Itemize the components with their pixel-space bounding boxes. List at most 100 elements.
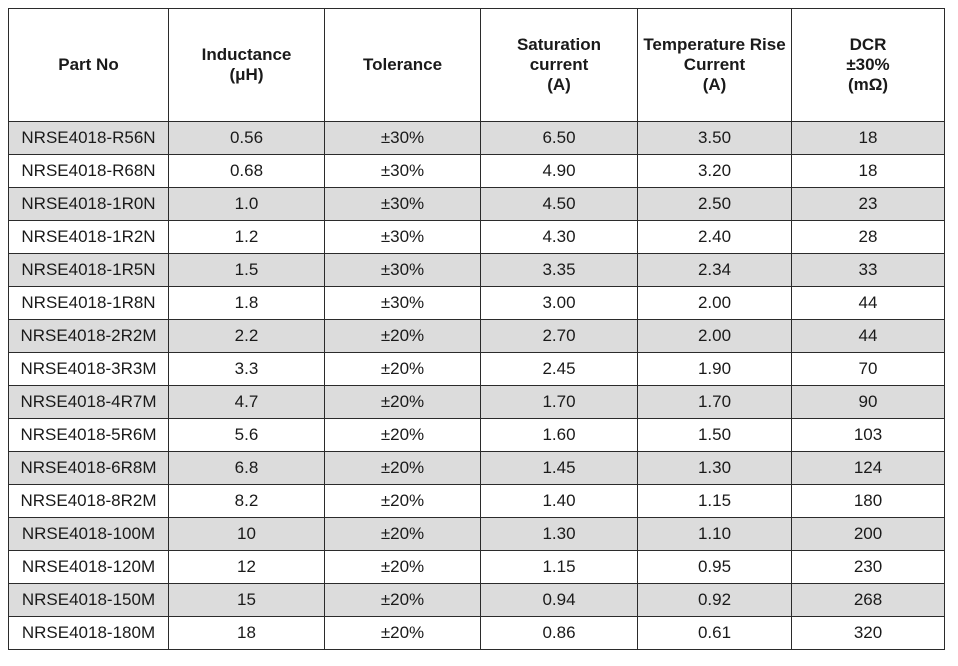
cell-saturation-current: 6.50: [480, 121, 638, 155]
cell-temperature-rise-current: 0.95: [637, 550, 792, 584]
header-line: Inductance: [201, 45, 292, 64]
cell-saturation-current: 4.90: [480, 154, 638, 188]
cell-inductance: 1.2: [168, 220, 325, 254]
header-temperature-rise-current: Temperature Rise Current (A): [637, 8, 792, 122]
cell-tolerance: ±20%: [324, 451, 481, 485]
table-header: Part No Inductance (μH) Tolerance Satura…: [8, 8, 945, 122]
header-line: DCR: [849, 35, 887, 54]
header-row: Part No Inductance (μH) Tolerance Satura…: [8, 8, 945, 122]
header-line: ±30%: [846, 55, 890, 74]
cell-tolerance: ±20%: [324, 418, 481, 452]
cell-part-no: NRSE4018-1R8N: [8, 286, 169, 320]
cell-temperature-rise-current: 0.92: [637, 583, 792, 617]
cell-inductance: 10: [168, 517, 325, 551]
table-row: NRSE4018-4R7M 4.7 ±20% 1.70 1.70 90: [8, 385, 945, 419]
table-row: NRSE4018-100M 10 ±20% 1.30 1.10 200: [8, 517, 945, 551]
cell-dcr: 124: [791, 451, 945, 485]
cell-temperature-rise-current: 2.40: [637, 220, 792, 254]
cell-saturation-current: 3.35: [480, 253, 638, 287]
table-row: NRSE4018-1R5N 1.5 ±30% 3.35 2.34 33: [8, 253, 945, 287]
table-row: NRSE4018-2R2M 2.2 ±20% 2.70 2.00 44: [8, 319, 945, 353]
cell-inductance: 5.6: [168, 418, 325, 452]
cell-part-no: NRSE4018-120M: [8, 550, 169, 584]
cell-dcr: 320: [791, 616, 945, 650]
header-line: Saturation: [516, 35, 602, 54]
table-row: NRSE4018-150M 15 ±20% 0.94 0.92 268: [8, 583, 945, 617]
header-line: (A): [702, 75, 727, 94]
cell-part-no: NRSE4018-1R2N: [8, 220, 169, 254]
cell-tolerance: ±30%: [324, 121, 481, 155]
cell-dcr: 28: [791, 220, 945, 254]
cell-tolerance: ±20%: [324, 550, 481, 584]
cell-inductance: 15: [168, 583, 325, 617]
header-line: (μH): [229, 65, 264, 84]
cell-temperature-rise-current: 1.50: [637, 418, 792, 452]
cell-tolerance: ±20%: [324, 319, 481, 353]
cell-temperature-rise-current: 1.30: [637, 451, 792, 485]
cell-dcr: 18: [791, 121, 945, 155]
cell-saturation-current: 0.86: [480, 616, 638, 650]
cell-inductance: 6.8: [168, 451, 325, 485]
header-line: Part No: [58, 55, 119, 74]
cell-tolerance: ±30%: [324, 154, 481, 188]
table-row: NRSE4018-8R2M 8.2 ±20% 1.40 1.15 180: [8, 484, 945, 518]
cell-dcr: 44: [791, 286, 945, 320]
cell-saturation-current: 1.45: [480, 451, 638, 485]
cell-saturation-current: 4.30: [480, 220, 638, 254]
cell-part-no: NRSE4018-100M: [8, 517, 169, 551]
table-row: NRSE4018-1R2N 1.2 ±30% 4.30 2.40 28: [8, 220, 945, 254]
cell-inductance: 18: [168, 616, 325, 650]
cell-inductance: 8.2: [168, 484, 325, 518]
header-line: (A): [547, 75, 571, 94]
cell-dcr: 90: [791, 385, 945, 419]
cell-saturation-current: 2.70: [480, 319, 638, 353]
cell-part-no: NRSE4018-R56N: [8, 121, 169, 155]
inductor-spec-table: Part No Inductance (μH) Tolerance Satura…: [8, 8, 945, 650]
cell-dcr: 103: [791, 418, 945, 452]
cell-dcr: 23: [791, 187, 945, 221]
cell-tolerance: ±20%: [324, 583, 481, 617]
header-line: Current: [683, 55, 746, 74]
cell-inductance: 3.3: [168, 352, 325, 386]
cell-dcr: 230: [791, 550, 945, 584]
cell-part-no: NRSE4018-R68N: [8, 154, 169, 188]
header-tolerance: Tolerance: [324, 8, 481, 122]
cell-temperature-rise-current: 3.20: [637, 154, 792, 188]
header-dcr: DCR ±30% (mΩ): [791, 8, 945, 122]
cell-dcr: 44: [791, 319, 945, 353]
cell-dcr: 33: [791, 253, 945, 287]
table-body: NRSE4018-R56N 0.56 ±30% 6.50 3.50 18 NRSE4018-…: [8, 121, 945, 650]
cell-part-no: NRSE4018-1R5N: [8, 253, 169, 287]
cell-inductance: 0.56: [168, 121, 325, 155]
cell-saturation-current: 1.60: [480, 418, 638, 452]
table-row: NRSE4018-1R0N 1.0 ±30% 4.50 2.50 23: [8, 187, 945, 221]
table-row: NRSE4018-180M 18 ±20% 0.86 0.61 320: [8, 616, 945, 650]
cell-saturation-current: 1.30: [480, 517, 638, 551]
cell-temperature-rise-current: 1.15: [637, 484, 792, 518]
cell-dcr: 200: [791, 517, 945, 551]
cell-part-no: NRSE4018-1R0N: [8, 187, 169, 221]
table-row: NRSE4018-5R6M 5.6 ±20% 1.60 1.50 103: [8, 418, 945, 452]
cell-tolerance: ±30%: [324, 286, 481, 320]
cell-inductance: 12: [168, 550, 325, 584]
cell-tolerance: ±30%: [324, 220, 481, 254]
cell-tolerance: ±20%: [324, 484, 481, 518]
cell-temperature-rise-current: 1.70: [637, 385, 792, 419]
table-row: NRSE4018-R68N 0.68 ±30% 4.90 3.20 18: [8, 154, 945, 188]
header-line: Temperature Rise: [643, 35, 786, 54]
cell-temperature-rise-current: 2.00: [637, 286, 792, 320]
cell-inductance: 4.7: [168, 385, 325, 419]
cell-part-no: NRSE4018-2R2M: [8, 319, 169, 353]
cell-inductance: 1.0: [168, 187, 325, 221]
cell-inductance: 1.5: [168, 253, 325, 287]
cell-temperature-rise-current: 2.34: [637, 253, 792, 287]
cell-inductance: 2.2: [168, 319, 325, 353]
cell-temperature-rise-current: 2.50: [637, 187, 792, 221]
cell-temperature-rise-current: 1.90: [637, 352, 792, 386]
cell-tolerance: ±30%: [324, 253, 481, 287]
cell-tolerance: ±20%: [324, 517, 481, 551]
cell-part-no: NRSE4018-5R6M: [8, 418, 169, 452]
header-line: Tolerance: [362, 55, 443, 74]
header-part-no: Part No: [8, 8, 169, 122]
cell-dcr: 18: [791, 154, 945, 188]
